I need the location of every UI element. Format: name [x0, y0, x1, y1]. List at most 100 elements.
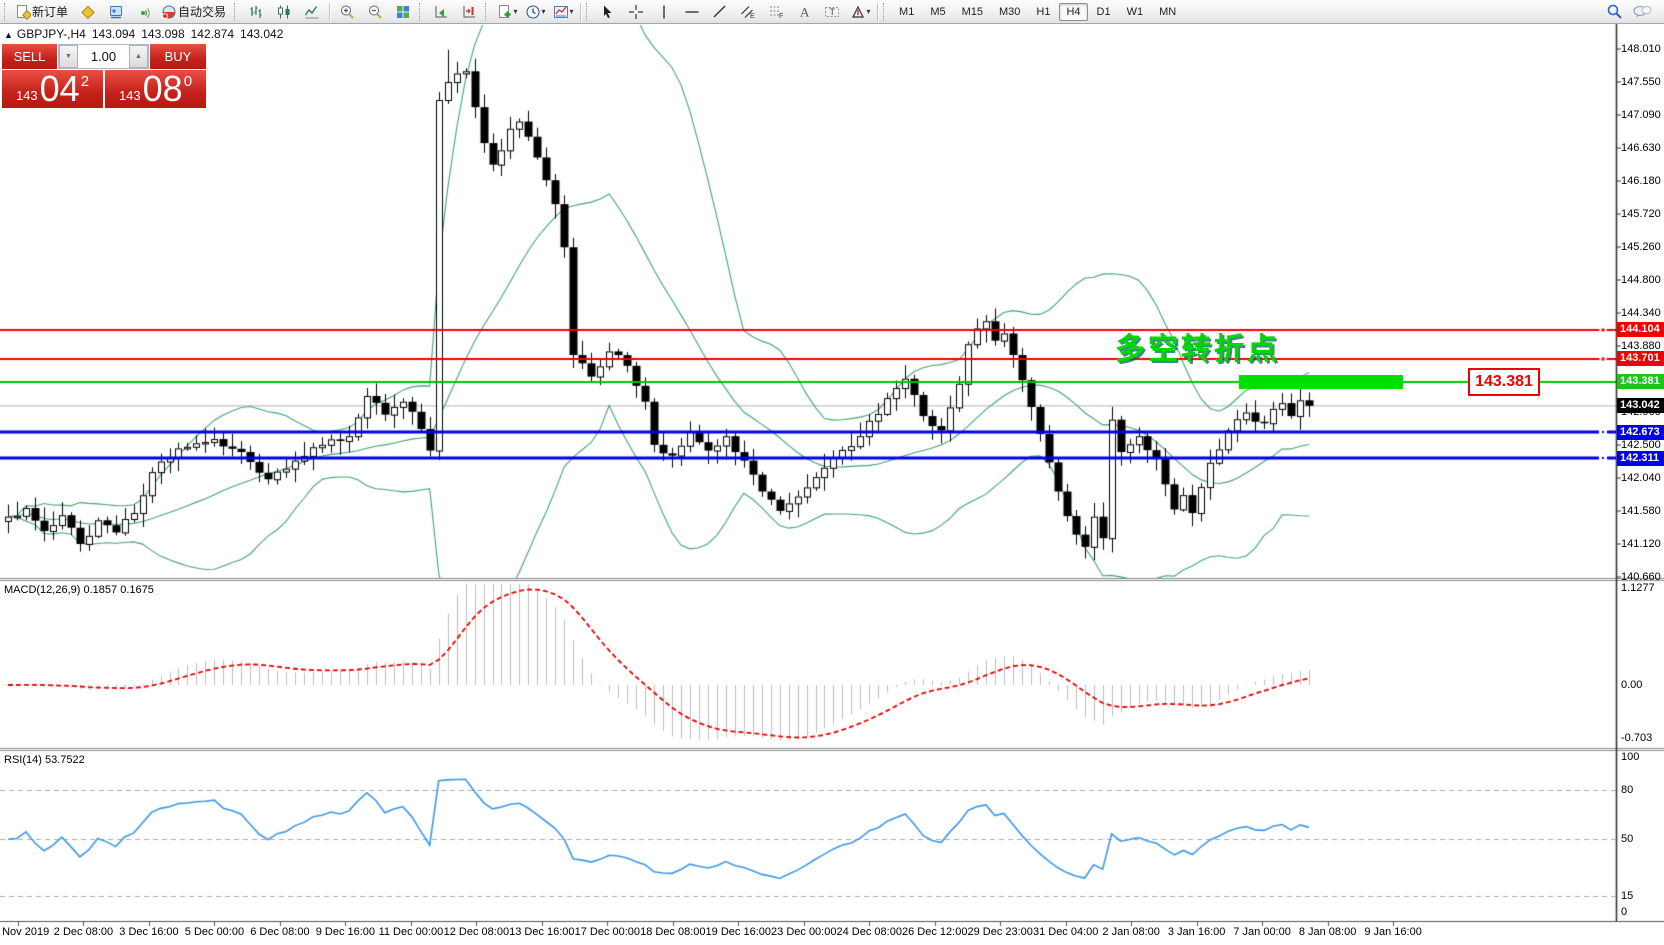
one-click-trading-panel: SELL ▼ 1.00 ▲ BUY 143 04 2 143 08 0 — [2, 44, 206, 108]
new-chart-button[interactable]: ▾ — [493, 1, 521, 23]
crosshair-button[interactable] — [622, 1, 650, 23]
toolbar-grip[interactable] — [234, 2, 240, 21]
text-label-icon: T — [825, 6, 840, 17]
symbol-name: GBPJPY-,H4 — [16, 27, 86, 41]
volume-input[interactable]: 1.00 — [90, 49, 117, 64]
price-callout-box[interactable]: 143.381 — [1468, 368, 1540, 396]
new-order-button[interactable]: 新订单 — [12, 1, 74, 23]
price-tick-label: 145.260 — [1621, 241, 1661, 253]
timeframe-M30[interactable]: M30 — [999, 5, 1021, 18]
timeframe-H1[interactable]: H1 — [1036, 5, 1051, 18]
chat-button[interactable] — [1628, 1, 1656, 23]
timeframe-M5[interactable]: M5 — [930, 5, 946, 18]
time-axis-label: 31 Dec 04:00 — [1032, 926, 1099, 938]
timeframe-H4[interactable]: H4 — [1059, 2, 1088, 21]
buy-button[interactable]: BUY — [149, 44, 206, 69]
gold-diamond-icon — [81, 5, 95, 19]
cursor-button[interactable] — [594, 1, 622, 23]
price-tick-label: 147.550 — [1621, 76, 1661, 88]
chat-icon — [1633, 5, 1652, 17]
time-axis-label: 6 Dec 08:00 — [250, 926, 310, 938]
sell-price-prefix: 143 — [15, 88, 38, 103]
collapse-triangle-icon[interactable]: ▲ — [4, 30, 13, 40]
support-band-object[interactable] — [1239, 374, 1403, 389]
time-axis-label: 29 Nov 2019 — [0, 926, 50, 938]
timeframe-MN[interactable]: MN — [1159, 5, 1177, 18]
templates-button[interactable]: ▾ — [549, 1, 577, 23]
cursor-icon — [604, 5, 612, 18]
signals-button[interactable] — [130, 1, 158, 23]
timeframe-W1[interactable]: W1 — [1126, 5, 1144, 18]
autotrading-button[interactable]: 自动交易 — [158, 1, 232, 23]
toolbar-grip[interactable] — [485, 2, 491, 21]
arrows-icon — [851, 5, 864, 18]
vertical-line-button[interactable] — [650, 1, 678, 23]
chart-shift-icon — [463, 5, 476, 17]
price-tick-label: 148.010 — [1621, 43, 1661, 55]
volume-decrease-button[interactable]: ▼ — [59, 45, 78, 68]
toolbar: 新订单 自动交易 — [0, 0, 1664, 24]
time-axis-label: 18 Dec 08:00 — [640, 926, 706, 938]
macd-tick-label: 1.1277 — [1621, 582, 1655, 595]
price-tick-label: 145.720 — [1621, 208, 1661, 220]
timeframe-D1[interactable]: D1 — [1096, 5, 1111, 18]
periods-button[interactable]: ▾ — [521, 1, 549, 23]
buy-price-tile[interactable]: 143 08 0 — [105, 70, 206, 108]
volume-box: ▼ 1.00 ▲ — [58, 44, 149, 69]
price-tick-label: 144.340 — [1621, 307, 1661, 319]
toolbar-grip[interactable] — [586, 2, 592, 21]
metaeditor-button[interactable] — [74, 1, 102, 23]
text-icon: A — [800, 4, 810, 19]
fibonacci-button[interactable]: F — [762, 1, 790, 23]
chart-shift-button[interactable] — [455, 1, 483, 23]
rsi-tick-label: 80 — [1621, 784, 1634, 797]
time-axis-label: 17 Dec 00:00 — [574, 926, 641, 938]
search-button[interactable] — [1600, 1, 1628, 23]
new-chart-icon — [498, 4, 511, 18]
candlestick-chart-button[interactable] — [270, 1, 298, 23]
dropdown-caret-icon: ▾ — [513, 7, 518, 16]
zoom-in-icon — [341, 5, 354, 19]
ohlc-low: 142.874 — [190, 27, 235, 41]
sell-price-big: 04 — [39, 68, 80, 109]
text-button[interactable]: A — [790, 1, 818, 23]
toolbar-grip[interactable] — [4, 2, 10, 21]
toolbar-grip[interactable] — [419, 2, 425, 21]
tile-windows-button[interactable] — [389, 1, 417, 23]
price-level-tag: 142.673 — [1617, 424, 1664, 440]
equidistant-channel-button[interactable]: E — [734, 1, 762, 23]
text-label-button[interactable]: T — [818, 1, 846, 23]
svg-text:A: A — [800, 4, 810, 19]
time-axis-label: 2 Dec 08:00 — [53, 926, 114, 938]
rsi-tick-label: 100 — [1621, 751, 1640, 764]
zoom-out-button[interactable] — [361, 1, 389, 23]
arrows-button[interactable]: ▾ — [846, 1, 874, 23]
horizontal-line-button[interactable] — [678, 1, 706, 23]
chart-annotation-text[interactable]: 多空转折点 — [1115, 333, 1280, 366]
rsi-label: RSI(14) 53.7522 — [4, 754, 85, 766]
zoom-in-button[interactable] — [333, 1, 361, 23]
time-axis-label: 26 Dec 12:00 — [902, 926, 968, 938]
toolbar-grip[interactable] — [883, 2, 889, 21]
auto-scroll-icon — [435, 5, 448, 17]
time-axis-label: 5 Dec 00:00 — [184, 926, 245, 938]
bar-chart-button[interactable] — [242, 1, 270, 23]
trendline-button[interactable] — [706, 1, 734, 23]
auto-scroll-button[interactable] — [427, 1, 455, 23]
ohlc-open: 143.094 — [91, 27, 136, 41]
price-tick-label: 141.580 — [1621, 505, 1661, 517]
timeframe-M1[interactable]: M1 — [899, 5, 915, 18]
price-level-tag: 144.104 — [1617, 322, 1664, 338]
crosshair-icon — [629, 4, 644, 19]
volume-increase-button[interactable]: ▲ — [129, 45, 148, 68]
price-level-tag: 143.701 — [1617, 351, 1664, 367]
line-chart-button[interactable] — [298, 1, 326, 23]
vertical-line-icon — [663, 5, 665, 18]
price-tick-label: 142.500 — [1621, 439, 1661, 451]
sell-price-tile[interactable]: 143 04 2 — [2, 70, 103, 108]
terminal-button[interactable] — [102, 1, 130, 23]
sell-button[interactable]: SELL — [2, 44, 58, 69]
timeframe-M15[interactable]: M15 — [961, 5, 983, 18]
